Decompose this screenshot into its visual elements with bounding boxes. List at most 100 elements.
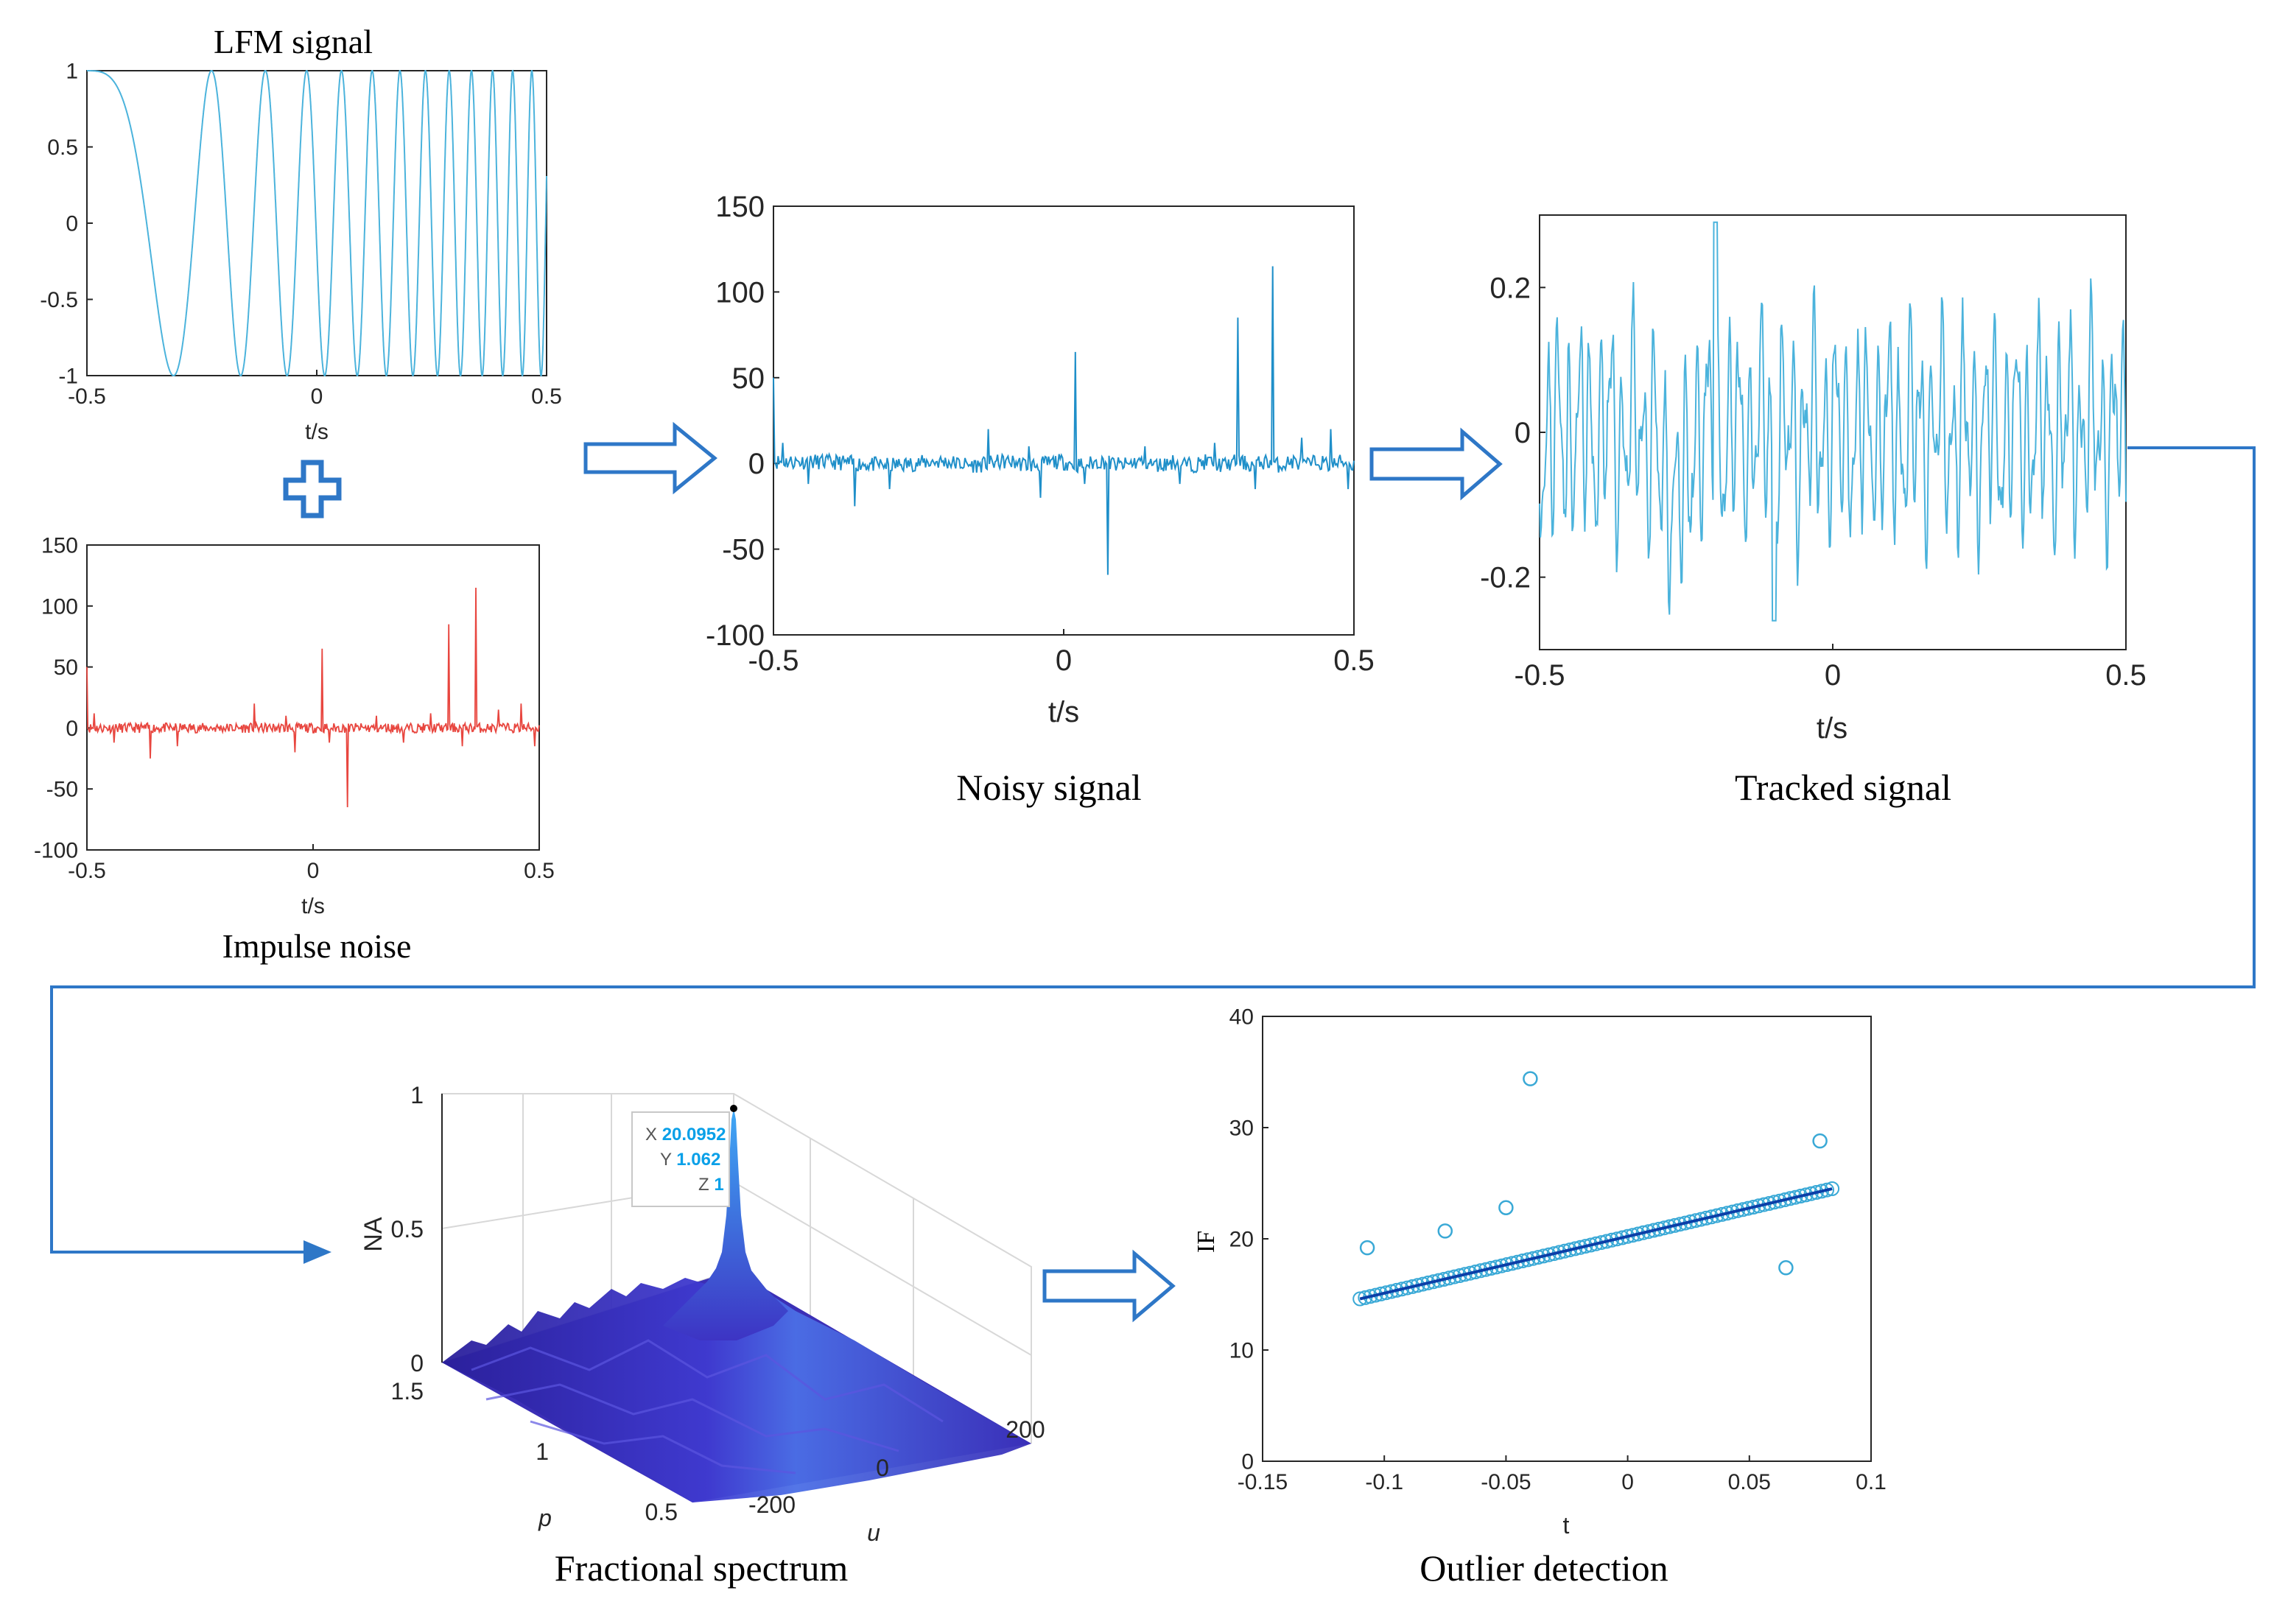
inlier-point bbox=[1599, 1234, 1614, 1249]
lfm-axes-box bbox=[86, 70, 547, 376]
impulse-axes-box bbox=[86, 544, 540, 851]
outlier-xlabel: t bbox=[1563, 1512, 1570, 1539]
tracked-tick-labels: -0.5 0 0.5 -0.2 0 0.2 bbox=[1480, 272, 2147, 692]
flow-connector bbox=[50, 446, 2256, 1254]
inlier-point bbox=[1378, 1285, 1394, 1301]
fractional-surface-front bbox=[442, 1270, 1031, 1502]
inlier-point bbox=[1694, 1212, 1709, 1227]
outlier-xtick-label: 0.1 bbox=[1856, 1470, 1887, 1494]
inlier-point bbox=[1526, 1251, 1541, 1266]
inlier-point bbox=[1452, 1268, 1467, 1283]
inlier-point bbox=[1562, 1242, 1577, 1258]
inlier-point bbox=[1489, 1259, 1504, 1275]
inlier-point bbox=[1509, 1254, 1525, 1270]
inlier-point bbox=[1462, 1265, 1478, 1281]
tracked-series-line bbox=[1539, 221, 2127, 622]
impulse-xtick-label: 0.5 bbox=[524, 859, 555, 883]
impulse-ytick-label: -100 bbox=[34, 839, 78, 863]
flow-connector-arrowhead bbox=[303, 1240, 331, 1264]
impulse-ytick-label: -50 bbox=[46, 778, 78, 802]
outlier-xtick-label: -0.1 bbox=[1365, 1470, 1403, 1494]
inlier-point bbox=[1467, 1265, 1483, 1279]
inlier-point bbox=[1504, 1256, 1520, 1271]
outlier-ytick-label: 10 bbox=[1229, 1339, 1254, 1363]
inlier-point bbox=[1672, 1217, 1688, 1232]
inlier-point bbox=[1667, 1217, 1682, 1233]
outlier-panel: -0.15 -0.1 -0.05 0 0.05 0.1 0 10 20 30 40 t IF Out… bbox=[1193, 1005, 1887, 1589]
inlier-point bbox=[1383, 1284, 1399, 1299]
inlier-point bbox=[1415, 1276, 1431, 1292]
tracked-caption: Tracked signal bbox=[1735, 767, 1951, 808]
inlier-point bbox=[1756, 1197, 1772, 1212]
tracked-ytick-label: 0.2 bbox=[1489, 272, 1531, 304]
inlier-point bbox=[1541, 1247, 1557, 1262]
inlier-point bbox=[1400, 1280, 1415, 1296]
fractional-ztick-1: 1 bbox=[410, 1082, 424, 1108]
inlier-point bbox=[1499, 1257, 1515, 1272]
svg-text:X 20.0952: X 20.0952 bbox=[645, 1125, 726, 1145]
fractional-datatip: X 20.0952 Y 1.062 Z 1 bbox=[631, 1111, 730, 1207]
outlier-ytick-label: 0 bbox=[1241, 1450, 1254, 1474]
lfm-xtick-label: -0.5 bbox=[68, 384, 106, 409]
tracked-panel: -0.5 0 0.5 -0.2 0 0.2 t/s Tracked signal bbox=[1480, 214, 2147, 808]
inlier-point bbox=[1620, 1228, 1635, 1244]
outlier-point bbox=[1778, 1260, 1794, 1276]
inlier-point bbox=[1699, 1210, 1714, 1226]
impulse-series-line bbox=[86, 587, 540, 808]
lfm-xtick-label: 0.5 bbox=[531, 384, 562, 409]
inlier-point bbox=[1473, 1263, 1488, 1279]
lfm-xlabel: t/s bbox=[305, 420, 329, 444]
inlier-point bbox=[1368, 1287, 1383, 1303]
fractional-surface-texture bbox=[471, 1339, 944, 1474]
inlier-point bbox=[1798, 1187, 1814, 1203]
lfm-xtick-label: 0 bbox=[311, 384, 323, 409]
outlier-ylabel: IF bbox=[1193, 1231, 1220, 1253]
tracked-xlabel: t/s bbox=[1817, 712, 1847, 745]
inlier-point bbox=[1814, 1184, 1829, 1199]
noisy-tick-labels: -0.5 0 0.5 -100 -50 0 50 100 150 bbox=[706, 191, 1375, 677]
inlier-point bbox=[1652, 1221, 1667, 1237]
inlier-point bbox=[1677, 1215, 1693, 1231]
inlier-point bbox=[1405, 1279, 1420, 1294]
inlier-point bbox=[1646, 1223, 1661, 1238]
inlier-point bbox=[1724, 1204, 1740, 1220]
outlier-caption: Outlier detection bbox=[1420, 1547, 1668, 1589]
inlier-point bbox=[1778, 1192, 1792, 1207]
fractional-zlabel: NA bbox=[359, 1217, 387, 1252]
inlier-point bbox=[1531, 1250, 1546, 1265]
noisy-xlabel: t/s bbox=[1048, 696, 1079, 728]
fractional-ztick-0: 0 bbox=[410, 1350, 424, 1377]
lfm-ytick-label: 0.5 bbox=[47, 136, 78, 160]
inlier-point bbox=[1610, 1231, 1625, 1247]
inlier-point bbox=[1588, 1236, 1604, 1251]
outlier-xtick-label: 0.05 bbox=[1728, 1470, 1771, 1494]
outlier-point bbox=[1437, 1223, 1453, 1239]
fractional-ytick-05: 0.5 bbox=[645, 1499, 678, 1525]
inlier-point bbox=[1761, 1196, 1777, 1211]
inlier-point bbox=[1803, 1186, 1819, 1201]
inlier-point bbox=[1478, 1262, 1494, 1277]
svg-text:Y 1.062: Y 1.062 bbox=[660, 1150, 720, 1170]
tracked-xtick-label: 0.5 bbox=[2105, 659, 2147, 692]
outlier-ytick-label: 30 bbox=[1229, 1117, 1254, 1141]
inlier-point bbox=[1783, 1191, 1798, 1206]
inlier-point bbox=[1394, 1282, 1410, 1297]
lfm-panel: LFM signal -0.5 0 0.5-1-0.500.51 t/s bbox=[40, 23, 562, 444]
inlier-point bbox=[1719, 1206, 1735, 1221]
inlier-point bbox=[1358, 1290, 1373, 1305]
inlier-point bbox=[1640, 1224, 1656, 1240]
inlier-point bbox=[1352, 1291, 1368, 1307]
noisy-series-line bbox=[773, 266, 1355, 575]
fractional-caption: Fractional spectrum bbox=[555, 1547, 849, 1589]
inlier-point bbox=[1788, 1189, 1803, 1205]
inlier-point bbox=[1436, 1272, 1452, 1287]
flow-arrow-3 bbox=[1042, 1249, 1176, 1323]
inlier-point bbox=[1615, 1230, 1630, 1245]
tracked-xtick-label: 0 bbox=[1825, 659, 1841, 692]
svg-text:Z 1: Z 1 bbox=[698, 1175, 724, 1195]
noisy-ytick-label: 150 bbox=[715, 191, 765, 223]
inlier-point bbox=[1751, 1198, 1766, 1214]
inlier-point bbox=[1593, 1235, 1609, 1251]
inlier-point bbox=[1363, 1289, 1378, 1304]
